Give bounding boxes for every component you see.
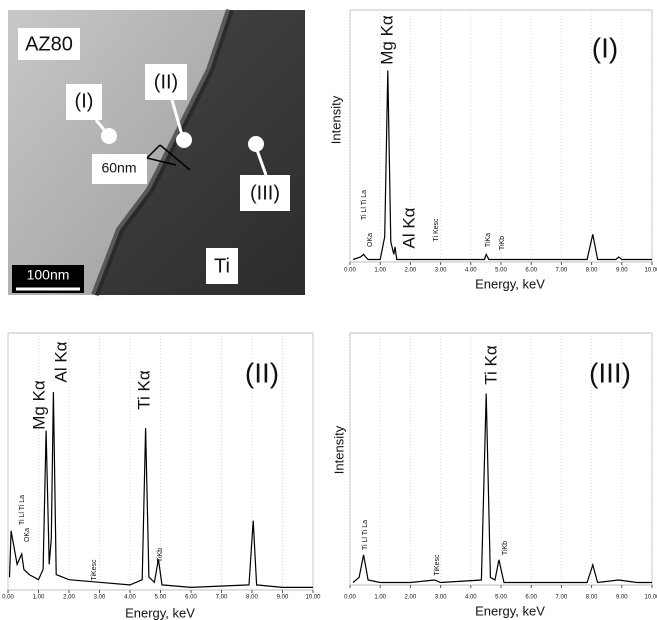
label-box xyxy=(240,175,290,211)
interface xyxy=(91,8,234,297)
annotation: Ti Kesc xyxy=(433,218,440,242)
x-tick-label: 5.00 xyxy=(495,595,507,601)
x-tick-label: 3.00 xyxy=(435,595,447,601)
x-tick-label: 0.00 xyxy=(2,595,14,601)
thickness-label: 60nm xyxy=(101,160,136,176)
x-tick-label: 10.00 xyxy=(305,595,321,601)
leader xyxy=(255,149,268,176)
x-tick-label: 9.00 xyxy=(616,268,628,274)
x-tick-label: 2.00 xyxy=(405,268,417,274)
y-axis-title: Intensity xyxy=(331,425,346,474)
x-tick-label: 1.00 xyxy=(33,595,45,601)
annotation: TiKesc xyxy=(91,559,98,581)
scale-label: 100nm xyxy=(27,267,70,283)
x-tick-label: 10.00 xyxy=(644,268,657,274)
annotation: (II) xyxy=(245,357,279,388)
x-tick-label: 3.00 xyxy=(94,595,106,601)
x-tick-label: 3.00 xyxy=(435,268,447,274)
annotation: TiKb xyxy=(157,548,164,562)
x-tick-label: 2.00 xyxy=(63,595,75,601)
point-marker xyxy=(176,132,192,148)
x-tick-label: 10.00 xyxy=(644,595,657,601)
x-tick-label: 2.00 xyxy=(405,595,417,601)
x-tick-label: 7.00 xyxy=(556,595,568,601)
spectrum xyxy=(8,392,313,589)
x-tick-label: 1.00 xyxy=(374,268,386,274)
x-tick-label: 5.00 xyxy=(155,595,167,601)
x-tick-label: 6.00 xyxy=(185,595,197,601)
x-tick-label: 6.00 xyxy=(525,595,537,601)
label-box xyxy=(92,154,147,184)
x-axis-title: Energy, keV xyxy=(125,605,195,620)
substrate-label: Ti xyxy=(214,255,230,277)
point-label: (I) xyxy=(75,90,94,112)
annotation: Ti Kα xyxy=(481,345,500,385)
annotation: Ti Ll Ti La xyxy=(361,190,368,220)
point-marker xyxy=(248,136,264,152)
annotation: Al Kα xyxy=(51,341,70,382)
arrows xyxy=(146,144,191,171)
x-tick-label: 7.00 xyxy=(216,595,228,601)
label-box xyxy=(206,248,238,284)
x-tick-label: 4.00 xyxy=(465,595,477,601)
x-tick-label: 8.00 xyxy=(586,595,598,601)
y-axis-title: Intensity xyxy=(328,95,343,144)
annotation: OKa xyxy=(367,233,374,247)
point-label: (III) xyxy=(250,182,280,204)
x-tick-label: 6.00 xyxy=(525,268,537,274)
x-axis-title: Energy, keV xyxy=(475,276,545,291)
spectrum xyxy=(352,70,652,261)
spectrum xyxy=(352,393,652,584)
annotation: (I) xyxy=(592,32,618,63)
x-tick-label: 8.00 xyxy=(586,268,598,274)
leader xyxy=(94,119,108,133)
x-tick-label: 9.00 xyxy=(616,595,628,601)
annotation: Ti Ll Ti La xyxy=(19,495,26,525)
tem-image: AZ80 (I) (II) 60nm (III) Ti 100nm xyxy=(8,8,305,297)
annotation: TiKa xyxy=(485,233,492,247)
x-tick-label: 0.00 xyxy=(344,595,356,601)
x-tick-label: 8.00 xyxy=(246,595,258,601)
annotation: TiKesc xyxy=(434,554,441,576)
point-label: (II) xyxy=(154,71,178,93)
x-tick-label: 4.00 xyxy=(124,595,136,601)
annotation: Ti Kα xyxy=(134,370,153,410)
sample-label: AZ80 xyxy=(25,33,73,55)
annotation: Al Kα xyxy=(399,207,418,248)
annotation: Mg Kα xyxy=(29,380,48,430)
x-tick-label: 7.00 xyxy=(556,268,568,274)
annotation: Ti Ll Ti La xyxy=(362,520,369,550)
label-box xyxy=(66,84,102,120)
annotation: OKa xyxy=(24,528,31,542)
label-box xyxy=(145,64,187,100)
label-box xyxy=(18,28,80,60)
annotation: (III) xyxy=(589,357,631,388)
x-tick-label: 9.00 xyxy=(277,595,289,601)
annotation: Mg Kα xyxy=(377,15,396,65)
x-tick-label: 5.00 xyxy=(495,268,507,274)
x-tick-label: 4.00 xyxy=(465,268,477,274)
x-tick-label: 0.00 xyxy=(344,268,356,274)
x-tick-label: 1.00 xyxy=(374,595,386,601)
leader xyxy=(170,99,184,136)
annotation: TiKb xyxy=(502,541,509,555)
x-axis-title: Energy, keV xyxy=(475,603,545,618)
annotation: TiKb xyxy=(499,236,506,250)
